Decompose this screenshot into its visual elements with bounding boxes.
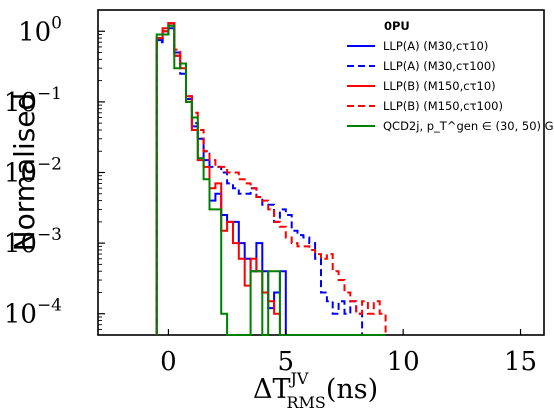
y-tick-label: 10−3 <box>4 225 62 259</box>
x-axis-title-sub: RMS <box>286 393 325 412</box>
histogram-series-2 <box>155 22 386 336</box>
x-axis-title-sup: JV <box>289 369 309 388</box>
y-tick-label: 10−2 <box>4 155 62 189</box>
y-axis-title: Normalised <box>8 93 41 252</box>
legend-label: QCD2j, p_T^gen ∈ (30, 50) GeV <box>383 119 554 133</box>
histogram-series-3 <box>155 22 387 335</box>
legend-label: LLP(A) (M30,cτ10) <box>383 39 488 53</box>
y-tick-label: 100 <box>18 13 62 47</box>
x-tick-label: 15 <box>504 347 537 377</box>
histogram-series-1 <box>155 27 386 336</box>
legend-label: LLP(B) (M150,cτ10) <box>383 79 496 93</box>
y-tick-label: 10−1 <box>4 84 62 118</box>
legend-label: LLP(A) (M30,cτ100) <box>383 59 496 73</box>
ticks-layer: 0 5 10 15 100 10−1 10−2 10−3 10−4 <box>4 9 537 377</box>
histogram-series-4 <box>155 24 386 336</box>
histogram-series-0 <box>155 22 386 336</box>
legend-title: 0PU <box>384 19 410 33</box>
x-tick-label: 0 <box>160 347 177 377</box>
y-tick-label: 10−4 <box>4 296 62 330</box>
series-layer <box>155 22 387 336</box>
legend-label: LLP(B) (M150,cτ100) <box>383 99 503 113</box>
x-axis-title-unit: (ns) <box>326 374 378 405</box>
x-axis-title: ΔTJV RMS(ns) <box>253 369 378 412</box>
x-tick-label: 5 <box>278 347 295 377</box>
x-axis-title-main: ΔT <box>253 374 291 405</box>
legend-items: LLP(A) (M30,cτ10) LLP(A) (M30,cτ100) LLP(B… <box>347 39 554 133</box>
x-tick-label: 10 <box>387 347 420 377</box>
legend: 0PU LLP(A) (M30,cτ10)LLP(A) (M30,cτ100)L… <box>347 19 554 133</box>
